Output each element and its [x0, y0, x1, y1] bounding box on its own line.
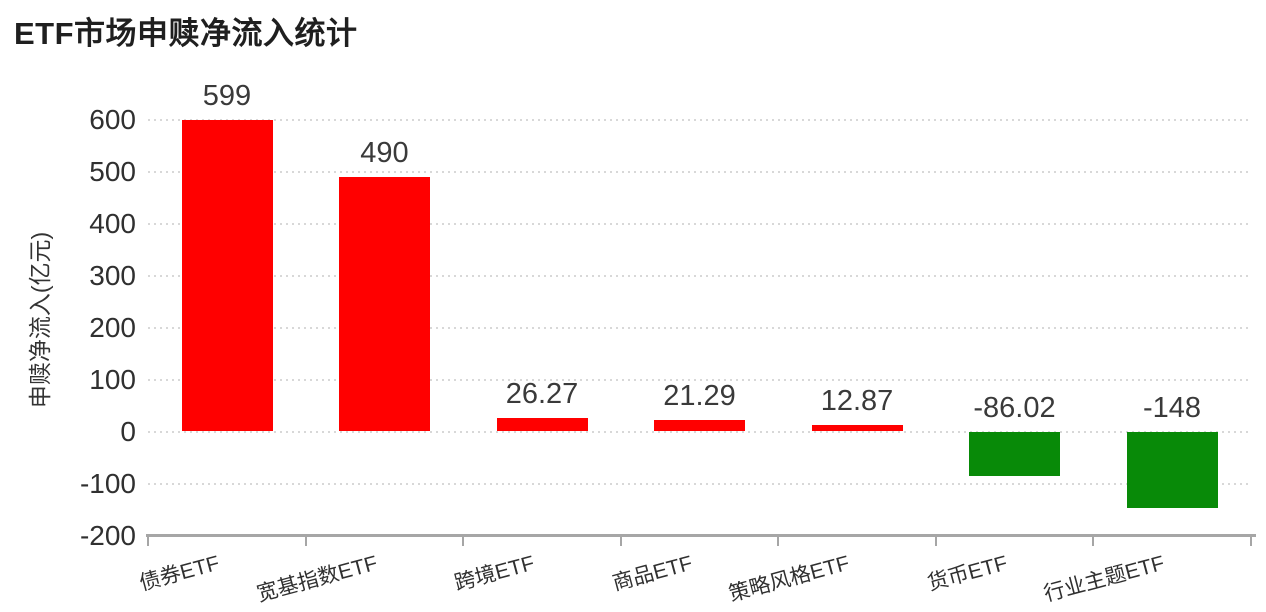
gridline-y--100	[148, 482, 1251, 485]
gridline-y-300	[148, 274, 1251, 277]
x-axis-tick-5	[934, 534, 937, 546]
bar-value-label-4: 12.87	[820, 384, 894, 417]
gridline-y-500	[148, 170, 1251, 173]
x-axis-label-1: 宽基指数ETF	[254, 551, 380, 607]
bar-value-label-5: -86.02	[973, 391, 1056, 424]
y-tick-label-200: 200	[89, 311, 136, 343]
bar-策略风格ETF	[811, 424, 903, 432]
x-axis-tick-7	[1249, 534, 1252, 546]
x-axis-tick-3	[619, 534, 622, 546]
y-tick-label-0: 0	[120, 415, 136, 447]
gridline-y-100	[148, 378, 1251, 381]
bar-value-label-3: 21.29	[663, 380, 736, 413]
x-axis-label-5: 货币ETF	[924, 551, 1010, 596]
y-tick-label-300: 300	[89, 259, 136, 291]
bar-宽基指数ETF	[339, 176, 430, 432]
gridline-y-400	[148, 222, 1251, 225]
bar-value-label-6: -148	[1142, 391, 1202, 424]
x-axis-label-6: 行业主题ETF	[1041, 551, 1168, 607]
bar-行业主题ETF	[1126, 431, 1218, 509]
x-axis-line	[146, 534, 1256, 537]
x-axis-label-0: 债券ETF	[137, 551, 223, 596]
gridline-y-200	[148, 326, 1251, 329]
bar-value-label-0: 599	[202, 80, 252, 113]
bar-货币ETF	[969, 431, 1060, 477]
bar-商品ETF	[654, 420, 745, 432]
x-axis-label-2: 跨境ETF	[452, 551, 538, 596]
bar-跨境ETF	[496, 417, 588, 432]
gridline-y-0	[148, 430, 1251, 433]
x-axis-tick-1	[304, 534, 307, 546]
y-tick-label--200: -200	[79, 519, 136, 551]
bar-value-label-2: 26.27	[505, 377, 579, 410]
x-axis-tick-2	[462, 534, 465, 546]
bar-value-label-1: 490	[360, 136, 409, 169]
gridline-y-600	[148, 118, 1251, 121]
y-tick-label-600: 600	[89, 103, 136, 135]
x-axis-label-4: 策略风格ETF	[726, 551, 853, 607]
y-tick-label-500: 500	[89, 155, 136, 187]
y-tick-label-400: 400	[89, 207, 136, 239]
x-axis-tick-4	[777, 534, 780, 546]
x-axis-tick-0	[147, 534, 150, 546]
chart-title: ETF市场申赎净流入统计	[14, 16, 358, 51]
x-axis-label-3: 商品ETF	[609, 551, 695, 596]
y-tick-label-100: 100	[89, 363, 136, 395]
y-tick-label--100: -100	[79, 467, 136, 499]
x-axis-tick-6	[1092, 534, 1095, 546]
bar-债券ETF	[181, 120, 273, 432]
